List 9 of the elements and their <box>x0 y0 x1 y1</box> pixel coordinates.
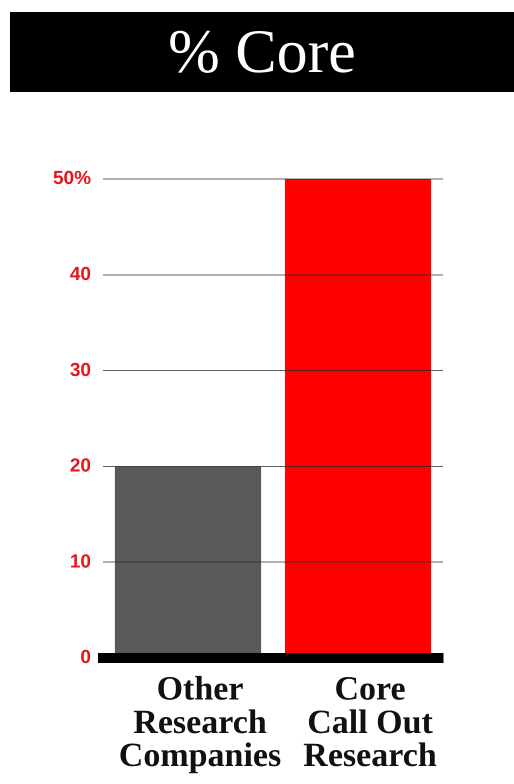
y-tick-label: 10 <box>70 551 91 572</box>
x-tick-label: Core Call Out Research <box>303 670 437 774</box>
y-tick-label: 20 <box>70 456 91 477</box>
y-tick-label: 50% <box>52 168 92 190</box>
y-tick-label: 30 <box>70 360 91 381</box>
y-tick-label: 0 <box>80 647 91 668</box>
y-tick-label: 40 <box>70 264 91 286</box>
x-tick-label: Other Research Companies <box>118 670 282 774</box>
chart-title: % Core <box>168 18 356 86</box>
